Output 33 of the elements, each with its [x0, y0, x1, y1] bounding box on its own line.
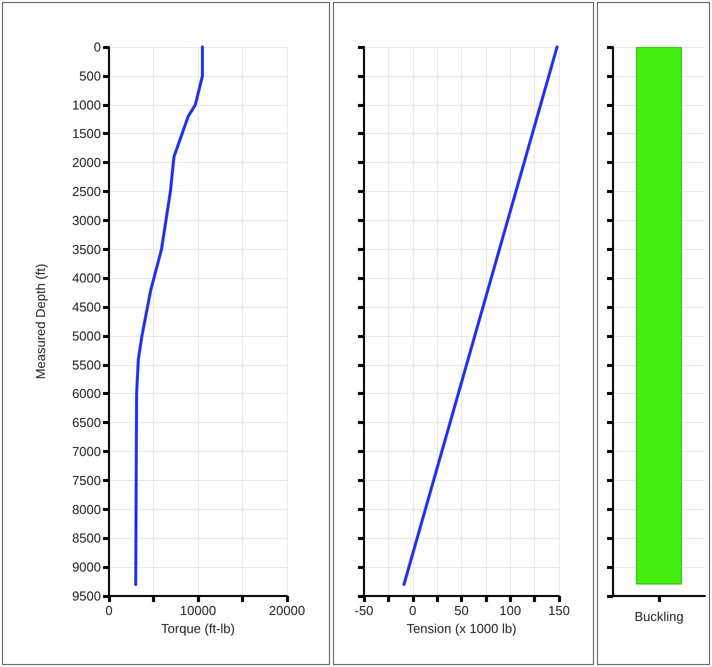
x-tick-label: 150: [548, 603, 570, 618]
y-tick-label: 8000: [72, 502, 101, 517]
y-tick-label: 8500: [72, 530, 101, 546]
y-tick-label: 1500: [72, 126, 101, 142]
y-tick-label: 500: [79, 68, 101, 84]
x-tick-label: 0: [409, 603, 416, 618]
x-tick-label: 20000: [268, 603, 306, 618]
y-tick-label: 5000: [72, 328, 101, 344]
y-tick-label: 1000: [72, 97, 101, 112]
y-tick-label: 4000: [72, 270, 101, 286]
y-tick-label: 6000: [72, 386, 101, 402]
x-tick-label: 10000: [180, 603, 216, 618]
y-tick-label: 4500: [72, 300, 101, 315]
y-axis-title: Measured Depth (ft): [33, 264, 48, 380]
x-axis-title: Torque (ft-lb): [161, 620, 235, 636]
x-tick-label: 50: [454, 603, 469, 618]
x-tick-label: Buckling: [634, 609, 684, 624]
y-tick-label: 0: [94, 40, 101, 54]
y-tick-label: 5500: [72, 357, 101, 372]
x-tick-label: 100: [499, 603, 522, 618]
y-tick-label: 3000: [72, 212, 101, 228]
y-tick-label: 6500: [72, 415, 101, 430]
y-tick-label: 7500: [72, 472, 101, 488]
y-tick-label: 7000: [72, 444, 101, 460]
y-tick-label: 3500: [72, 242, 101, 257]
x-tick-label: -50: [354, 603, 374, 618]
line-series: [134, 46, 204, 586]
y-tick-label: 9500: [72, 588, 101, 604]
y-tick-label: 2500: [72, 184, 101, 199]
x-axis-title: Tension (x 1000 lb): [406, 620, 516, 636]
y-tick-label: 9000: [72, 560, 101, 575]
x-tick-label: 0: [105, 603, 113, 618]
y-tick-label: 2000: [72, 155, 101, 170]
